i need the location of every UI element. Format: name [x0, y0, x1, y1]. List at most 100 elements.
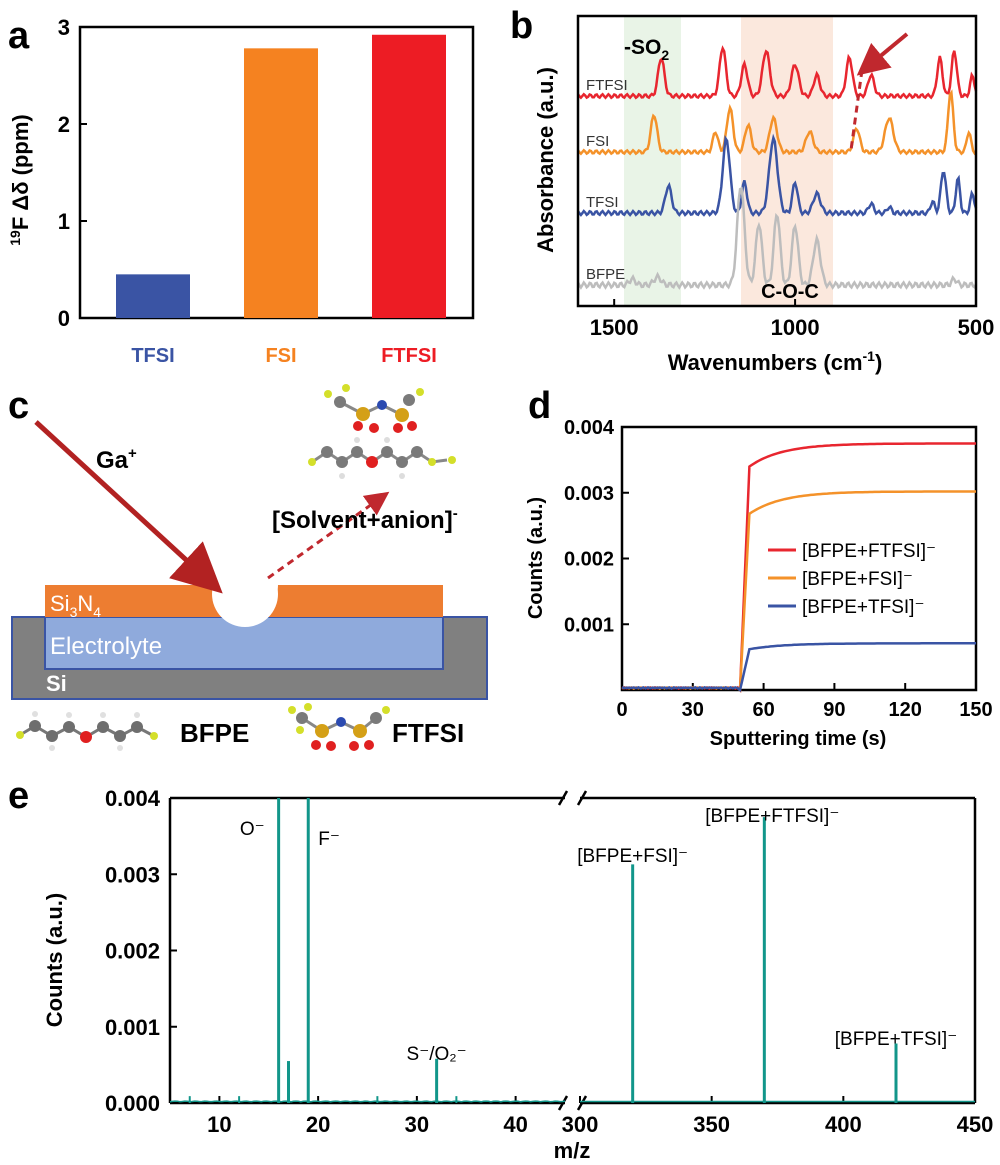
panel-e-peak-label-5: [BFPE+FTFSI]⁻ [705, 806, 839, 827]
panel-a-ytick-label: 1 [58, 209, 70, 234]
panel-d-ytick-label: 0.002 [564, 549, 614, 571]
panel-e-xtick-label: 350 [693, 1112, 730, 1137]
panel-d-series-line-1 [621, 490, 976, 693]
si3n4-label: Si3N4 [50, 591, 101, 620]
panel-b-spectrum-bfpe [576, 186, 978, 290]
panel-a-plot: 0 1 2 3 TFSI FSI FTFSI [58, 15, 475, 367]
panel-d-ytick-label: 0.001 [564, 614, 614, 636]
panel-b-xtick-label: 500 [958, 315, 995, 340]
panel-a-category-tfsi: TFSI [131, 345, 174, 367]
panel-e-xtick-label: 400 [825, 1112, 862, 1137]
panel-b-spectrum-ftfsi [576, 45, 978, 100]
panel-a-ylabel-sup: 19 [7, 230, 23, 246]
cluster-molecule-icon [308, 384, 456, 479]
electrolyte-label: Electrolyte [50, 633, 162, 660]
annotation-so2: -SO2 [624, 36, 669, 63]
panel-a-ylabel-main: F Δδ (ppm) [8, 114, 33, 230]
panel-e-plot: 0.000 0.001 0.002 0.003 0.004 10 20 30 40 300 350 4… [105, 786, 993, 1137]
panel-a: a 0 1 2 3 TFSI FSI FTFSI 19F Δδ (ppm) [7, 15, 475, 367]
panel-e-ytick-label: 0.002 [105, 939, 160, 964]
so2-highlight-region [624, 16, 681, 306]
panel-d-xtick-label: 30 [682, 699, 704, 721]
panel-b: b 1500 1000 500 FTFSI FSI TFSI BFPE -SO2 C-O-C… [510, 5, 994, 375]
panel-e-peak-label-6: [BFPE+TFSI]⁻ [835, 1029, 957, 1050]
panel-b-xlabel: Wavenumbers (cm-1) [668, 348, 883, 375]
panel-e-xtick-label: 30 [405, 1112, 429, 1137]
panel-d-xtick-label: 120 [889, 699, 922, 721]
ftfsi-molecule-icon [288, 703, 390, 751]
panel-b-series-label-tfsi: TFSI [586, 194, 619, 211]
sputter-crater-circle [212, 561, 278, 627]
legend-bfpe-label: BFPE [180, 718, 249, 748]
panel-b-series-label-fsi: FSI [586, 133, 609, 150]
panel-d-series-line-0 [621, 442, 976, 694]
panel-d-series-line-2 [621, 642, 976, 693]
panel-e-ytick-label: 0.003 [105, 862, 160, 887]
panel-e-ylabel: Counts (a.u.) [42, 893, 67, 1027]
panel-e-xtick-label: 10 [207, 1112, 231, 1137]
panel-e-axis-break-mark-1b [576, 1095, 588, 1111]
panel-d-xtick-label: 60 [752, 699, 774, 721]
panel-e-axis-break-mark-0b [576, 790, 588, 806]
panel-b-spectrum-tfsi [576, 133, 978, 217]
peak-shift-arrow [856, 32, 909, 76]
panel-e-peak-label-0: O⁻ [240, 819, 265, 840]
panel-b-xtick-label: 1000 [771, 315, 820, 340]
panel-b-ylabel: Absorbance (a.u.) [533, 67, 558, 253]
ga-ion-beam-arrow [34, 420, 223, 594]
panel-e-peak-label-4: [BFPE+FSI]⁻ [577, 846, 688, 867]
panel-label-d: d [528, 385, 551, 427]
panel-e-ytick-label: 0.000 [105, 1091, 160, 1116]
panel-a-ytick-label: 0 [58, 306, 70, 331]
panel-label-e: e [8, 775, 29, 817]
bfpe-molecule-icon [16, 711, 158, 751]
panel-d-xtick-label: 0 [616, 699, 627, 721]
panel-d-xlabel: Sputtering time (s) [710, 728, 887, 750]
panel-a-bar-ftfsi [372, 34, 446, 318]
panel-e-axis-break-mark-1a [557, 1095, 569, 1111]
panel-e-ytick-label: 0.001 [105, 1015, 160, 1040]
panel-e-ytick-label: 0.004 [105, 786, 161, 811]
panel-b-series-label-bfpe: BFPE [586, 266, 625, 283]
panel-a-bar-tfsi [116, 274, 190, 318]
panel-a-category-ftfsi: FTFSI [381, 345, 437, 367]
panel-d-legend-label-2: [BFPE+TFSI]⁻ [802, 597, 924, 618]
panel-e-peak-label-2: F⁻ [318, 829, 340, 850]
panel-e-baseline-left [169, 1100, 566, 1103]
panel-a-category-fsi: FSI [265, 345, 296, 367]
panel-d-plot: 0 30 60 90 120 150 0.001 0.002 0.003 0.004 [BFPE+F… [564, 417, 993, 721]
panel-label-b: b [510, 5, 533, 47]
panel-e-axis-break-mark-0a [557, 790, 569, 806]
panel-e-xlabel: m/z [554, 1138, 591, 1163]
panel-d: d 0 30 60 90 120 150 0.001 0.002 0.003 0.004 [BFPE… [525, 385, 993, 750]
panel-label-c: c [8, 385, 29, 427]
legend-ftfsi-label: FTFSI [392, 718, 464, 748]
panel-label-a: a [8, 15, 30, 57]
panel-b-plot: 1500 1000 500 FTFSI FSI TFSI BFPE [576, 45, 995, 340]
panel-e: e 0.000 0.001 0.002 0.003 0.004 10 20 30 40 300 35… [8, 775, 993, 1163]
coc-highlight-region [741, 16, 833, 306]
panel-c: c Si3N4 Electrolyte Si Ga+ [Solvent+anio… [8, 384, 488, 751]
panel-e-xtick-label: 450 [957, 1112, 994, 1137]
panel-d-ylabel: Counts (a.u.) [525, 497, 547, 619]
fragment-label: [Solvent+anion]- [272, 505, 458, 534]
panel-e-xtick-label: 40 [503, 1112, 527, 1137]
panel-d-legend-label-1: [BFPE+FSI]⁻ [802, 569, 913, 590]
panel-b-series-label-ftfsi: FTFSI [586, 77, 628, 94]
ftfsi-cluster-molecule [324, 384, 424, 433]
panel-b-spectrum-fsi [576, 89, 977, 156]
panel-d-xtick-label: 150 [959, 699, 992, 721]
panel-d-ytick-label: 0.004 [564, 417, 615, 439]
bfpe-cluster-molecule [308, 437, 456, 479]
si-label: Si [46, 671, 67, 696]
panel-e-peak-label-3: S⁻/O₂⁻ [407, 1044, 467, 1065]
panel-e-xtick-label: 20 [306, 1112, 330, 1137]
panel-a-ytick-label: 2 [58, 112, 70, 137]
annotation-coc: C-O-C [761, 281, 819, 303]
panel-d-legend-label-0: [BFPE+FTFSI]⁻ [802, 541, 936, 562]
panel-a-ylabel: 19F Δδ (ppm) [7, 114, 33, 246]
ga-ion-label: Ga+ [96, 445, 137, 474]
panel-d-ytick-label: 0.003 [564, 483, 614, 505]
panel-b-frame [576, 14, 978, 308]
